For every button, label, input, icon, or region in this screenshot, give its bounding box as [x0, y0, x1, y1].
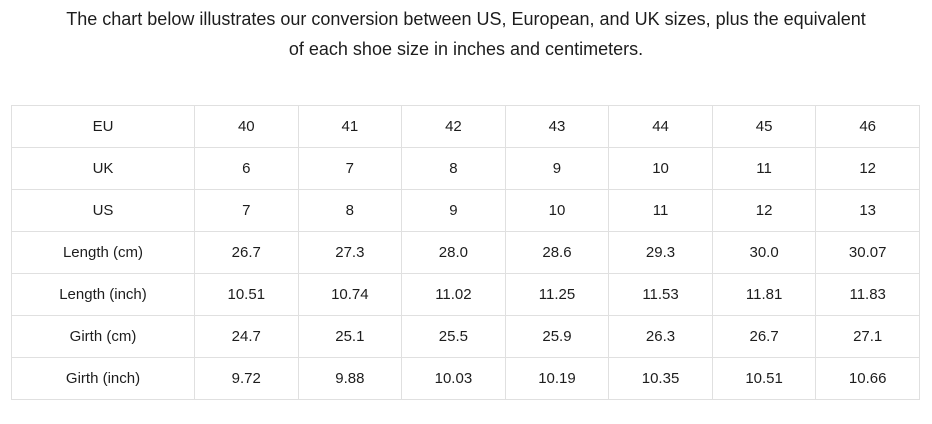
cell: 26.7	[711, 315, 817, 358]
cell: 41	[297, 105, 403, 148]
cell: 9	[401, 189, 506, 232]
cell: 10	[504, 189, 610, 232]
cell: 10.19	[504, 357, 610, 400]
cell: 24.7	[194, 315, 299, 358]
row-header-uk: UK	[11, 147, 195, 190]
table-row-girth-inch: Girth (inch) 9.72 9.88 10.03 10.19 10.35…	[11, 357, 920, 400]
row-header-girth-cm: Girth (cm)	[11, 315, 195, 358]
cell: 29.3	[608, 231, 713, 274]
table-row-girth-cm: Girth (cm) 24.7 25.1 25.5 25.9 26.3 26.7…	[11, 315, 920, 358]
cell: 28.6	[504, 231, 610, 274]
cell: 13	[815, 189, 920, 232]
intro-line-2: of each shoe size in inches and centimet…	[288, 39, 644, 59]
cell: 8	[297, 189, 403, 232]
cell: 10.03	[401, 357, 506, 400]
cell: 11.83	[815, 273, 920, 316]
cell: 25.1	[297, 315, 403, 358]
cell: 10	[608, 147, 713, 190]
cell: 30.07	[815, 231, 920, 274]
row-header-length-cm: Length (cm)	[11, 231, 195, 274]
table-row-length-cm: Length (cm) 26.7 27.3 28.0 28.6 29.3 30.…	[11, 231, 920, 274]
cell: 43	[504, 105, 610, 148]
cell: 40	[194, 105, 299, 148]
cell: 27.3	[297, 231, 403, 274]
cell: 10.51	[194, 273, 299, 316]
cell: 11.02	[401, 273, 506, 316]
size-conversion-table: EU 40 41 42 43 44 45 46 UK 6 7 8 9 10 11…	[11, 105, 920, 400]
cell: 46	[815, 105, 920, 148]
cell: 10.66	[815, 357, 920, 400]
cell: 11.53	[608, 273, 713, 316]
cell: 28.0	[401, 231, 506, 274]
intro-text: The chart below illustrates our conversi…	[0, 0, 932, 64]
cell: 11	[711, 147, 817, 190]
cell: 25.9	[504, 315, 610, 358]
cell: 12	[815, 147, 920, 190]
cell: 26.3	[608, 315, 713, 358]
cell: 26.7	[194, 231, 299, 274]
cell: 9.88	[297, 357, 403, 400]
cell: 8	[401, 147, 506, 190]
row-header-us: US	[11, 189, 195, 232]
row-header-eu: EU	[11, 105, 195, 148]
page: The chart below illustrates our conversi…	[0, 0, 932, 400]
table-row-eu: EU 40 41 42 43 44 45 46	[11, 105, 920, 148]
row-header-length-inch: Length (inch)	[11, 273, 195, 316]
table-row-us: US 7 8 9 10 11 12 13	[11, 189, 920, 232]
cell: 6	[194, 147, 299, 190]
intro-line-1: The chart below illustrates our conversi…	[66, 9, 866, 29]
cell: 45	[711, 105, 817, 148]
cell: 11	[608, 189, 713, 232]
cell: 7	[194, 189, 299, 232]
cell: 30.0	[711, 231, 817, 274]
cell: 11.25	[504, 273, 610, 316]
row-header-girth-inch: Girth (inch)	[11, 357, 195, 400]
cell: 10.51	[711, 357, 817, 400]
cell: 7	[297, 147, 403, 190]
cell: 25.5	[401, 315, 506, 358]
cell: 42	[401, 105, 506, 148]
cell: 12	[711, 189, 817, 232]
cell: 10.74	[297, 273, 403, 316]
table-row-length-inch: Length (inch) 10.51 10.74 11.02 11.25 11…	[11, 273, 920, 316]
table-row-uk: UK 6 7 8 9 10 11 12	[11, 147, 920, 190]
cell: 44	[608, 105, 713, 148]
cell: 10.35	[608, 357, 713, 400]
cell: 11.81	[711, 273, 817, 316]
cell: 9	[504, 147, 610, 190]
cell: 9.72	[194, 357, 299, 400]
cell: 27.1	[815, 315, 920, 358]
